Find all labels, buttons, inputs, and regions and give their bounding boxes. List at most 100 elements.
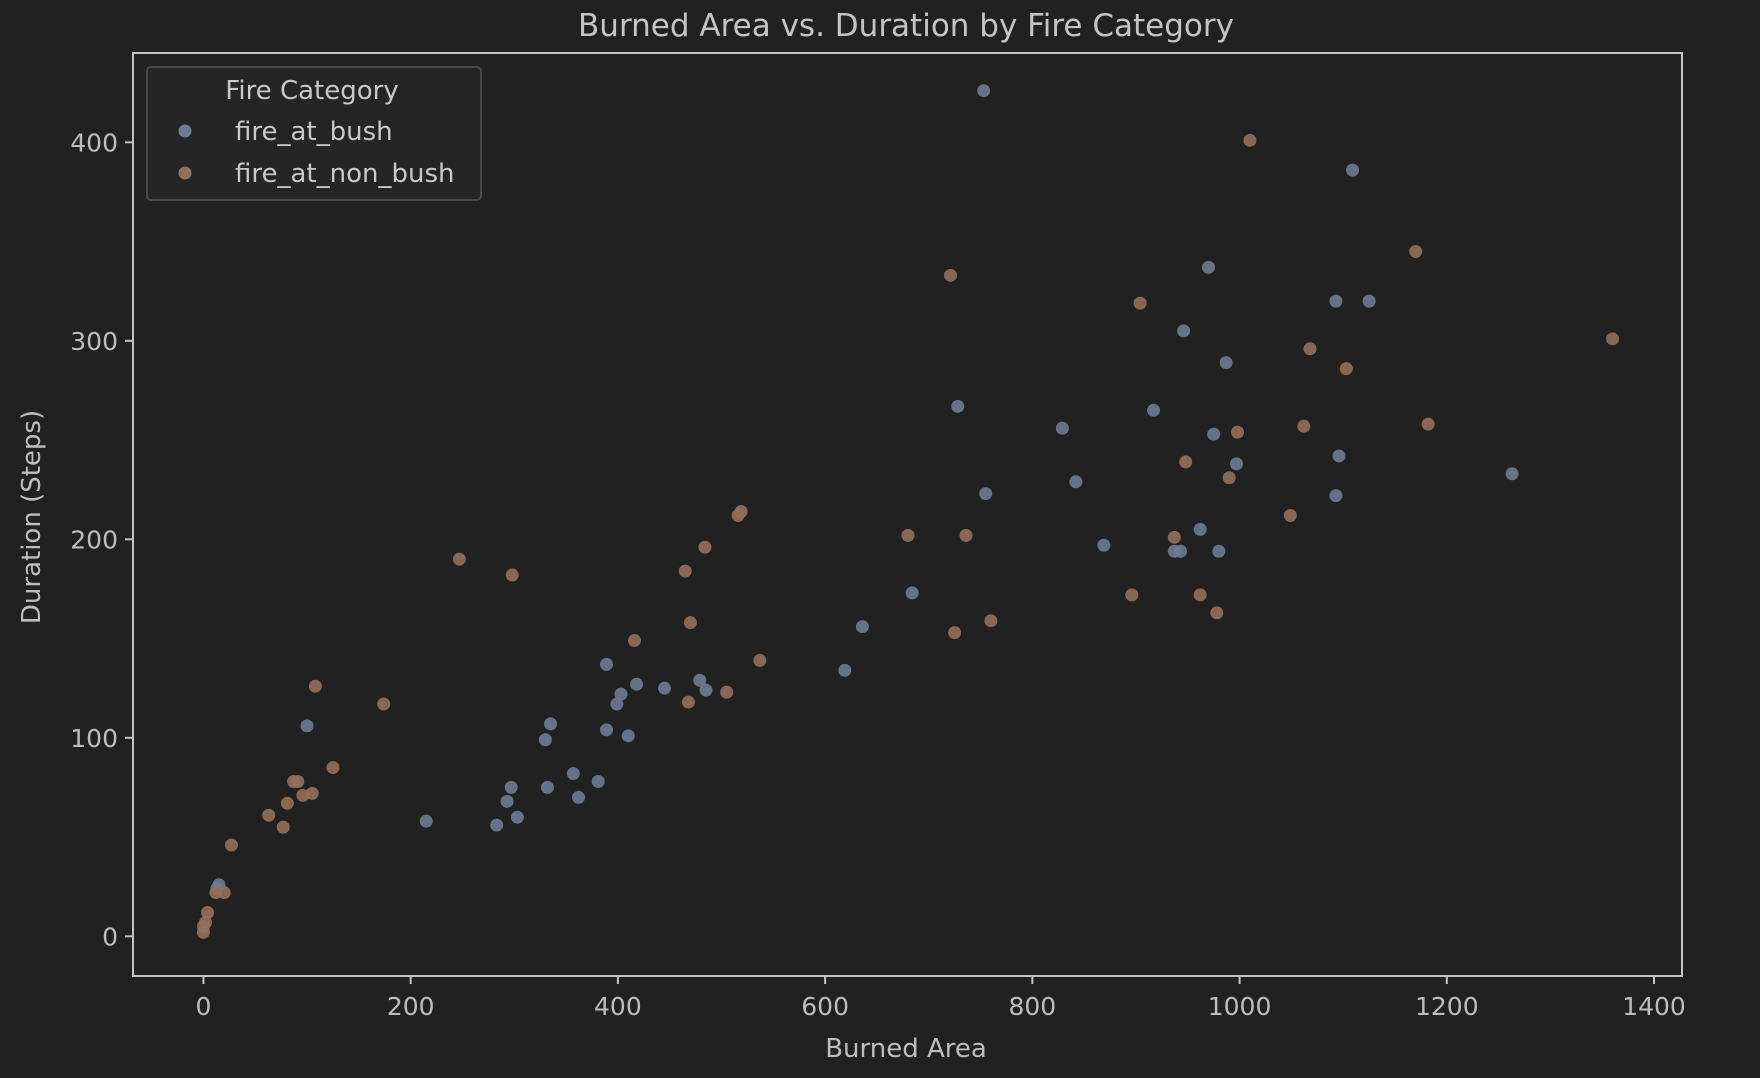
data-point-fire-at-bush bbox=[1219, 356, 1233, 370]
data-point-fire-at-non-bush bbox=[681, 695, 695, 709]
x-tick-label: 1400 bbox=[1622, 992, 1686, 1021]
legend-marker-fire-at-bush bbox=[178, 124, 192, 138]
x-axis: 0 200 400 600 800 1000 1200 1400 bbox=[196, 976, 1686, 1021]
data-point-fire-at-bush bbox=[1177, 324, 1191, 338]
data-point-fire-at-non-bush bbox=[1179, 455, 1193, 469]
data-point-fire-at-non-bush bbox=[1210, 606, 1224, 620]
data-point-fire-at-non-bush bbox=[1125, 588, 1139, 602]
data-point-fire-at-non-bush bbox=[720, 685, 734, 699]
data-point-fire-at-bush bbox=[591, 774, 605, 788]
legend-label-fire-at-bush: fire_at_bush bbox=[235, 117, 393, 147]
data-point-fire-at-non-bush bbox=[1222, 471, 1236, 485]
data-point-fire-at-non-bush bbox=[1606, 332, 1620, 346]
data-point-fire-at-non-bush bbox=[280, 796, 294, 810]
data-point-fire-at-non-bush bbox=[734, 505, 748, 519]
data-point-fire-at-non-bush bbox=[505, 568, 519, 582]
data-point-fire-at-bush bbox=[1147, 403, 1161, 417]
x-tick-label: 1200 bbox=[1415, 992, 1479, 1021]
data-point-fire-at-bush bbox=[600, 723, 614, 737]
data-point-fire-at-non-bush bbox=[1243, 133, 1257, 147]
legend: Fire Category fire_at_bush fire_at_non_b… bbox=[146, 66, 482, 201]
data-point-fire-at-bush bbox=[544, 717, 558, 731]
data-point-fire-at-non-bush bbox=[678, 564, 692, 578]
data-point-fire-at-non-bush bbox=[753, 653, 767, 667]
data-point-fire-at-bush bbox=[1207, 427, 1221, 441]
data-point-fire-at-non-bush bbox=[959, 528, 973, 542]
data-point-fire-at-bush bbox=[538, 733, 552, 747]
data-point-fire-at-bush bbox=[977, 84, 991, 98]
data-point-fire-at-non-bush bbox=[984, 614, 998, 628]
data-point-fire-at-bush bbox=[1329, 489, 1343, 503]
data-point-fire-at-non-bush bbox=[291, 774, 305, 788]
data-point-fire-at-bush bbox=[1193, 522, 1207, 536]
y-tick-label: 400 bbox=[70, 128, 118, 157]
data-point-fire-at-bush bbox=[504, 780, 518, 794]
data-point-fire-at-bush bbox=[540, 780, 554, 794]
data-point-fire-at-non-bush bbox=[452, 552, 466, 566]
data-point-fire-at-bush bbox=[838, 663, 852, 677]
data-point-fire-at-bush bbox=[693, 673, 707, 687]
legend-title: Fire Category bbox=[225, 76, 398, 106]
data-point-fire-at-bush bbox=[855, 620, 869, 634]
data-point-fire-at-non-bush bbox=[1303, 342, 1317, 356]
data-point-fire-at-non-bush bbox=[1133, 296, 1147, 310]
chart-title: Burned Area vs. Duration by Fire Categor… bbox=[578, 8, 1234, 44]
data-point-fire-at-bush bbox=[1212, 544, 1226, 558]
data-point-fire-at-non-bush bbox=[627, 634, 641, 648]
y-tick-label: 200 bbox=[70, 525, 118, 554]
data-point-fire-at-non-bush bbox=[1283, 508, 1297, 522]
plot-area bbox=[132, 52, 1683, 977]
data-point-fire-at-bush bbox=[979, 487, 993, 501]
data-point-fire-at-non-bush bbox=[262, 808, 276, 822]
data-point-fire-at-non-bush bbox=[217, 886, 231, 900]
data-point-fire-at-bush bbox=[905, 586, 919, 600]
data-point-fire-at-non-bush bbox=[1297, 419, 1311, 433]
data-point-fire-at-bush bbox=[1174, 544, 1188, 558]
data-point-fire-at-non-bush bbox=[308, 679, 322, 693]
data-point-fire-at-bush bbox=[1055, 421, 1069, 435]
data-point-fire-at-bush bbox=[951, 399, 965, 413]
data-point-fire-at-non-bush bbox=[948, 626, 962, 640]
y-tick-label: 100 bbox=[70, 724, 118, 753]
data-point-fire-at-non-bush bbox=[276, 820, 290, 834]
x-tick-label: 600 bbox=[801, 992, 849, 1021]
data-point-fire-at-non-bush bbox=[326, 761, 340, 775]
data-point-fire-at-bush bbox=[1069, 475, 1083, 489]
data-points bbox=[196, 84, 1620, 939]
data-point-fire-at-bush bbox=[300, 719, 314, 733]
data-point-fire-at-non-bush bbox=[201, 905, 215, 919]
data-point-fire-at-non-bush bbox=[224, 838, 238, 852]
data-point-fire-at-bush bbox=[490, 818, 504, 832]
y-axis: 0 100 200 300 400 bbox=[70, 128, 133, 951]
data-point-fire-at-bush bbox=[1097, 538, 1111, 552]
data-point-fire-at-non-bush bbox=[1339, 362, 1353, 376]
data-point-fire-at-non-bush bbox=[1409, 244, 1423, 258]
data-point-fire-at-bush bbox=[610, 697, 624, 711]
data-point-fire-at-bush bbox=[1329, 294, 1343, 308]
data-point-fire-at-non-bush bbox=[901, 528, 915, 542]
data-point-fire-at-non-bush bbox=[1421, 417, 1435, 431]
legend-label-fire-at-non-bush: fire_at_non_bush bbox=[235, 159, 455, 189]
legend-box bbox=[146, 66, 482, 201]
x-tick-label: 400 bbox=[594, 992, 642, 1021]
x-tick-label: 200 bbox=[387, 992, 435, 1021]
data-point-fire-at-non-bush bbox=[698, 540, 712, 554]
data-point-fire-at-non-bush bbox=[943, 268, 957, 282]
data-point-fire-at-non-bush bbox=[199, 915, 213, 929]
x-axis-label: Burned Area bbox=[825, 1034, 987, 1064]
data-point-fire-at-bush bbox=[1229, 457, 1243, 471]
data-point-fire-at-bush bbox=[658, 681, 672, 695]
x-tick-label: 0 bbox=[196, 992, 212, 1021]
data-point-fire-at-bush bbox=[600, 657, 614, 671]
data-point-fire-at-bush bbox=[500, 794, 514, 808]
data-point-fire-at-bush bbox=[630, 677, 644, 691]
y-tick-label: 300 bbox=[70, 327, 118, 356]
data-point-fire-at-bush bbox=[419, 814, 433, 828]
data-point-fire-at-non-bush bbox=[1193, 588, 1207, 602]
data-point-fire-at-bush bbox=[510, 810, 524, 824]
data-point-fire-at-bush bbox=[1332, 449, 1346, 463]
x-tick-label: 1000 bbox=[1208, 992, 1272, 1021]
data-point-fire-at-non-bush bbox=[1167, 530, 1181, 544]
x-tick-label: 800 bbox=[1008, 992, 1056, 1021]
